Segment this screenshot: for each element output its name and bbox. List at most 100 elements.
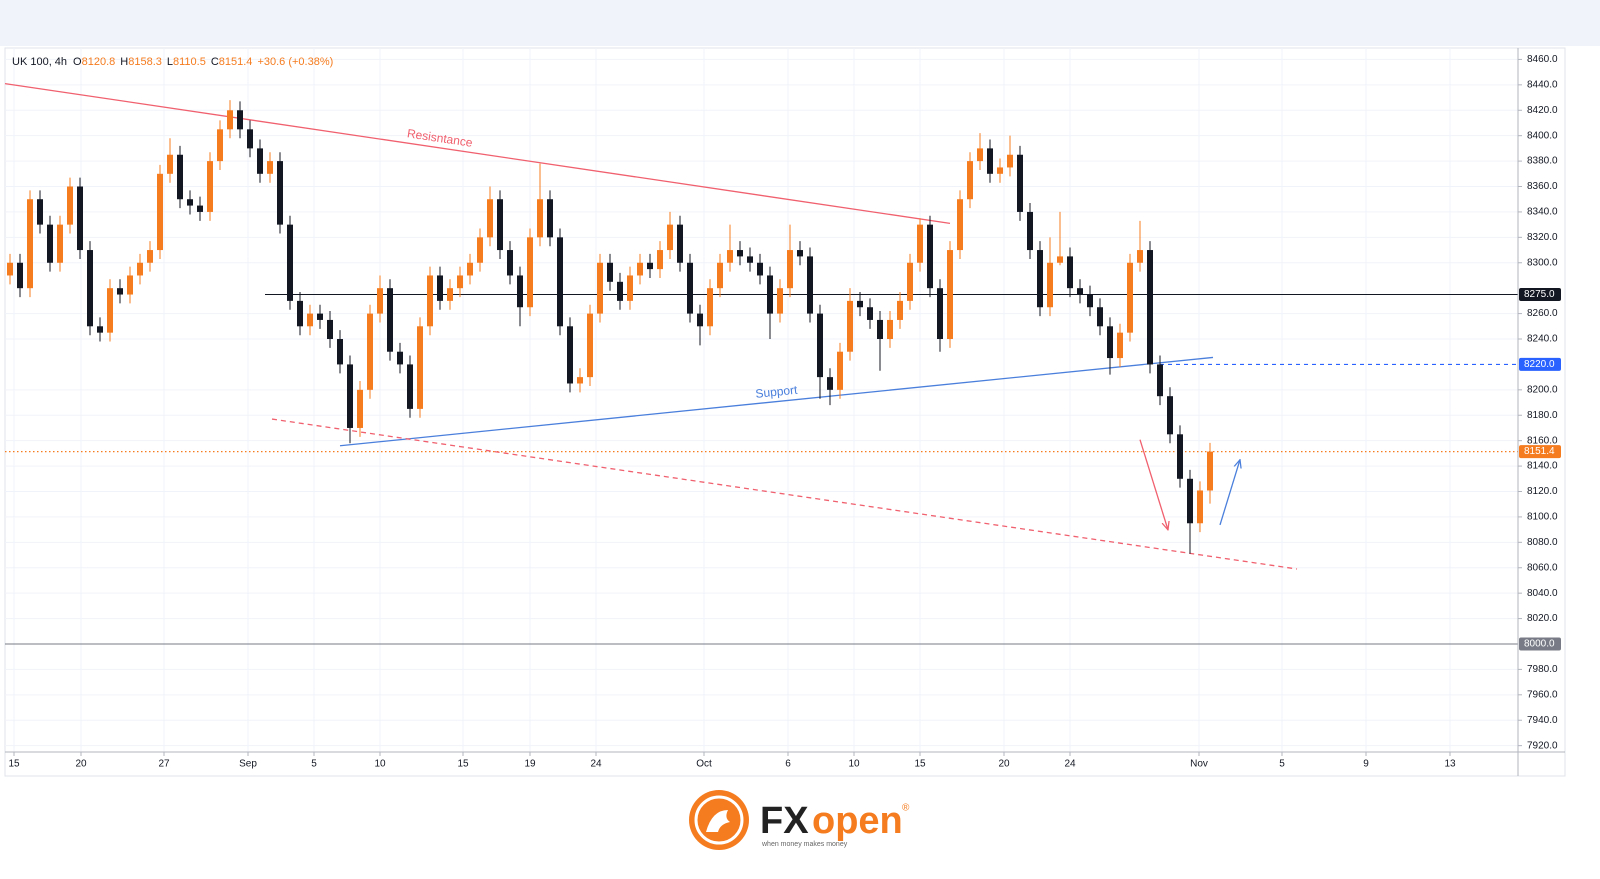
x-tick-label: 6: [785, 759, 791, 770]
candle-body: [567, 326, 573, 384]
legend-key: H: [120, 56, 128, 68]
candle-body: [117, 288, 123, 295]
candle-body: [897, 300, 903, 320]
x-tick-label: 9: [1363, 759, 1369, 770]
x-tick-label: 20: [998, 759, 1010, 770]
legend-value: 8110.5: [173, 56, 206, 68]
y-tick-label: 8320.0: [1527, 232, 1558, 243]
legend-value: 8120.8: [82, 56, 116, 68]
candle-body: [967, 161, 973, 200]
candle-body: [57, 224, 63, 263]
candle-body: [1157, 364, 1163, 397]
candle-body: [507, 250, 513, 276]
candle-body: [747, 256, 753, 263]
candle-body: [987, 148, 993, 174]
logo-fx: FX: [760, 800, 809, 842]
x-tick-label: 24: [1064, 759, 1076, 770]
candle-body: [837, 351, 843, 390]
x-tick-label: 5: [311, 759, 317, 770]
candle-body: [1147, 250, 1153, 365]
candle-body: [517, 275, 523, 308]
x-tick-label: 13: [1444, 759, 1456, 770]
candle-body: [237, 110, 243, 130]
price-tag-label: 8275.0: [1524, 289, 1555, 300]
candle-body: [147, 250, 153, 263]
candle-body: [937, 288, 943, 340]
x-tick-label: 27: [158, 759, 170, 770]
trend-line: [4, 82, 951, 225]
y-tick-label: 8060.0: [1527, 562, 1558, 573]
candle-body: [537, 199, 543, 238]
candle-body: [547, 199, 553, 238]
candle-body: [1127, 262, 1133, 333]
candle-body: [917, 224, 923, 263]
x-tick-label: 24: [590, 759, 602, 770]
y-tick-label: 8100.0: [1527, 512, 1558, 523]
candle-body: [727, 250, 733, 263]
y-tick-label: 7980.0: [1527, 664, 1558, 675]
trend-line: [271, 418, 1298, 570]
candle-body: [1007, 154, 1013, 168]
candle-body: [107, 288, 113, 333]
y-tick-label: 8420.0: [1527, 105, 1558, 116]
y-tick-label: 7920.0: [1527, 740, 1558, 751]
y-tick-label: 8380.0: [1527, 156, 1558, 167]
trend-line: [339, 356, 1214, 447]
y-tick-label: 8020.0: [1527, 613, 1558, 624]
candle-body: [617, 281, 623, 301]
candle-body: [227, 110, 233, 130]
candle-body: [17, 262, 23, 289]
candle-body: [1167, 396, 1173, 435]
candle-body: [597, 262, 603, 314]
candle-body: [607, 262, 613, 282]
candle-body: [667, 224, 673, 251]
price-tag-label: 8220.0: [1524, 359, 1555, 370]
x-tick-label: 15: [914, 759, 926, 770]
candle-body: [767, 275, 773, 314]
candle-body: [427, 275, 433, 327]
y-tick-label: 8140.0: [1527, 461, 1558, 472]
candle-body: [377, 288, 383, 314]
candle-body: [627, 275, 633, 301]
top-band: [0, 0, 1600, 46]
candle-body: [467, 262, 473, 276]
candle-body: [657, 250, 663, 270]
candle-body: [127, 275, 133, 295]
candle-body: [387, 288, 393, 352]
y-tick-label: 8180.0: [1527, 410, 1558, 421]
candle-body: [787, 250, 793, 289]
candle-body: [587, 313, 593, 378]
candle-body: [277, 161, 283, 225]
candle-body: [317, 313, 323, 320]
candle-body: [1057, 256, 1063, 263]
candle-body: [827, 377, 833, 390]
y-tick-label: 8360.0: [1527, 181, 1558, 192]
candle-body: [957, 199, 963, 251]
candle-body: [347, 364, 353, 428]
y-tick-label: 8120.0: [1527, 486, 1558, 497]
candle-body: [777, 288, 783, 314]
y-tick-label: 8260.0: [1527, 308, 1558, 319]
y-tick-label: 8200.0: [1527, 384, 1558, 395]
candle-body: [687, 262, 693, 314]
y-tick-label: 7960.0: [1527, 689, 1558, 700]
y-tick-label: 8440.0: [1527, 79, 1558, 90]
candle-body: [87, 250, 93, 327]
y-tick-label: 7940.0: [1527, 715, 1558, 726]
price-tag-label: 8000.0: [1524, 639, 1555, 650]
candle-body: [287, 224, 293, 301]
candle-body: [367, 313, 373, 390]
candle-body: [417, 326, 423, 409]
candle-body: [697, 313, 703, 327]
x-tick-label: 15: [8, 759, 20, 770]
candle-body: [1137, 250, 1143, 263]
candle-body: [1177, 434, 1183, 479]
candle-body: [47, 224, 53, 263]
candle-body: [887, 319, 893, 340]
candle-body: [717, 262, 723, 289]
x-tick-label: 5: [1279, 759, 1285, 770]
price-tag: [1519, 637, 1561, 651]
logo-tagline: when money makes money: [761, 841, 848, 848]
